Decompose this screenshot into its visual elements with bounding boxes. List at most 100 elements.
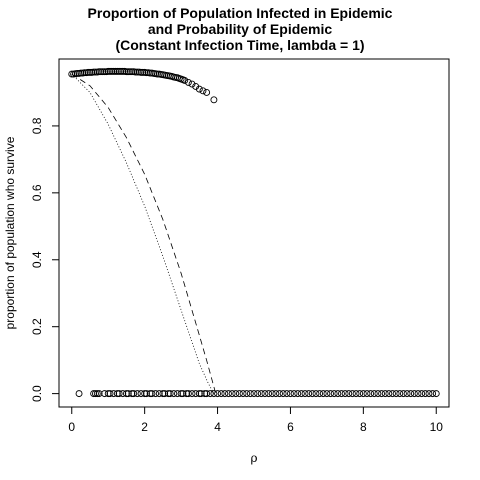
data-point	[148, 390, 156, 398]
data-point	[327, 390, 334, 398]
data-point	[179, 390, 187, 398]
x-tick-label: 0	[68, 420, 75, 434]
data-point	[128, 68, 136, 76]
point-layer	[68, 67, 440, 398]
data-point	[210, 390, 218, 398]
data-point	[146, 390, 154, 398]
data-point	[421, 390, 429, 398]
data-point	[334, 390, 342, 398]
data-point	[130, 390, 138, 398]
data-point	[188, 80, 196, 88]
data-point	[108, 67, 116, 75]
data-point	[201, 390, 209, 398]
data-point	[104, 390, 112, 398]
data-point	[81, 69, 88, 77]
y-tick-label: 0.6	[30, 184, 44, 201]
data-point	[126, 68, 134, 76]
data-point	[345, 390, 353, 398]
dashed-curve	[71, 73, 217, 394]
data-point	[283, 390, 291, 398]
data-point	[429, 390, 437, 398]
data-point	[319, 390, 327, 398]
data-point	[143, 69, 150, 77]
data-point	[425, 390, 433, 398]
data-point	[290, 390, 298, 398]
data-point	[75, 390, 83, 398]
data-point	[235, 390, 243, 398]
data-point	[77, 69, 85, 77]
data-point	[392, 390, 400, 398]
data-point	[90, 390, 98, 398]
data-point	[153, 70, 161, 78]
data-point	[268, 390, 276, 398]
data-point	[137, 68, 145, 76]
data-point	[378, 390, 386, 398]
data-point	[257, 390, 265, 398]
data-point	[128, 390, 136, 398]
data-point	[367, 390, 375, 398]
data-point	[177, 390, 185, 398]
data-point	[359, 390, 367, 398]
data-point	[203, 390, 211, 398]
data-point	[279, 390, 287, 398]
data-point	[217, 390, 225, 398]
y-axis: 0.0 0.2 0.4 0.6 0.8	[30, 117, 60, 402]
data-point	[113, 67, 121, 75]
x-tick-label: 10	[430, 420, 444, 434]
data-point	[323, 390, 331, 398]
data-point	[276, 390, 283, 398]
data-point	[330, 390, 338, 398]
data-point	[348, 390, 356, 398]
data-point	[137, 390, 145, 398]
data-point	[119, 67, 127, 75]
chart-title: Proportion of Population Infected in Epi…	[0, 5, 480, 53]
data-point	[91, 390, 99, 398]
data-point	[117, 67, 125, 75]
data-point	[338, 390, 345, 398]
data-point	[265, 390, 273, 398]
data-point	[106, 390, 114, 398]
data-point	[146, 69, 154, 77]
data-point	[221, 390, 229, 398]
x-tick-label: 6	[287, 420, 294, 434]
data-point	[407, 390, 415, 398]
data-point	[183, 390, 191, 398]
data-point	[374, 390, 382, 398]
data-point	[199, 87, 207, 95]
data-point	[414, 390, 422, 398]
data-point	[352, 390, 360, 398]
y-tick-label: 0.0	[30, 385, 44, 402]
data-point	[161, 390, 169, 398]
data-point	[399, 390, 407, 398]
chart-title-line-2: and Probability of Epidemic	[147, 21, 333, 37]
data-point	[139, 68, 147, 76]
data-point	[152, 390, 160, 398]
data-point	[101, 68, 109, 76]
data-point	[370, 390, 378, 398]
data-point	[228, 390, 236, 398]
data-point	[389, 390, 396, 398]
data-point	[164, 390, 172, 398]
data-point	[363, 390, 371, 398]
data-point	[170, 390, 178, 398]
data-point	[195, 390, 203, 398]
data-point	[210, 96, 218, 104]
data-point	[188, 390, 196, 398]
data-point	[113, 390, 121, 398]
dotted-curve	[71, 73, 215, 394]
data-point	[184, 390, 192, 398]
x-tick-label: 2	[141, 420, 148, 434]
data-point	[297, 390, 305, 398]
x-tick-label: 8	[360, 420, 367, 434]
curve-layer	[71, 73, 217, 394]
data-point	[101, 390, 109, 398]
data-point	[385, 390, 393, 398]
data-point	[73, 69, 81, 77]
data-point	[181, 76, 189, 84]
data-point	[286, 390, 294, 398]
data-point	[232, 390, 240, 398]
data-point	[396, 390, 404, 398]
data-point	[356, 390, 364, 398]
data-point	[294, 390, 302, 398]
